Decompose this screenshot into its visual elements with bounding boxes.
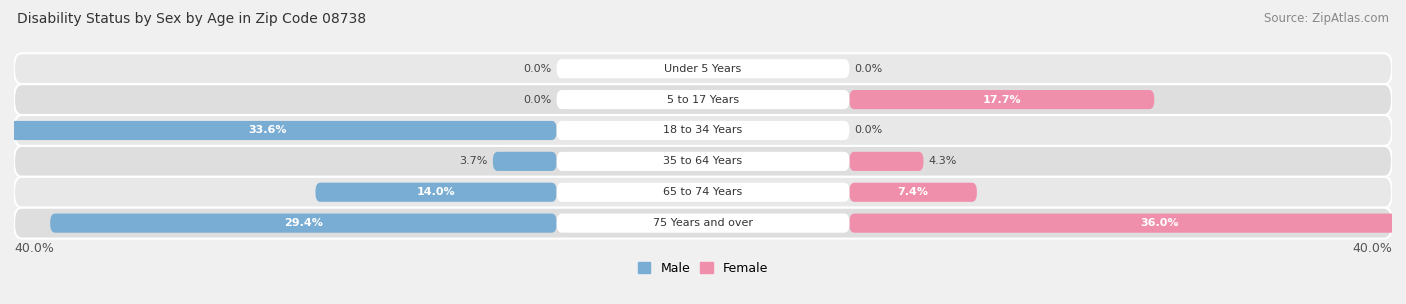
Text: 14.0%: 14.0% [416, 187, 456, 197]
Text: 40.0%: 40.0% [1353, 242, 1392, 255]
Text: 17.7%: 17.7% [983, 95, 1021, 105]
FancyBboxPatch shape [315, 183, 557, 202]
FancyBboxPatch shape [14, 208, 1392, 239]
FancyBboxPatch shape [849, 90, 1154, 109]
FancyBboxPatch shape [494, 152, 557, 171]
Text: 0.0%: 0.0% [855, 64, 883, 74]
FancyBboxPatch shape [14, 177, 1392, 208]
FancyBboxPatch shape [14, 146, 1392, 177]
FancyBboxPatch shape [557, 121, 849, 140]
FancyBboxPatch shape [557, 213, 849, 233]
FancyBboxPatch shape [0, 121, 557, 140]
Text: Disability Status by Sex by Age in Zip Code 08738: Disability Status by Sex by Age in Zip C… [17, 12, 366, 26]
Text: 33.6%: 33.6% [247, 126, 287, 136]
FancyBboxPatch shape [849, 183, 977, 202]
Text: 3.7%: 3.7% [460, 156, 488, 166]
Text: 36.0%: 36.0% [1140, 218, 1178, 228]
FancyBboxPatch shape [849, 152, 924, 171]
FancyBboxPatch shape [14, 84, 1392, 115]
Text: 75 Years and over: 75 Years and over [652, 218, 754, 228]
Text: 40.0%: 40.0% [14, 242, 53, 255]
Text: 29.4%: 29.4% [284, 218, 323, 228]
Text: 0.0%: 0.0% [523, 95, 551, 105]
FancyBboxPatch shape [14, 53, 1392, 84]
Text: Source: ZipAtlas.com: Source: ZipAtlas.com [1264, 12, 1389, 25]
Text: 35 to 64 Years: 35 to 64 Years [664, 156, 742, 166]
FancyBboxPatch shape [557, 152, 849, 171]
Text: 7.4%: 7.4% [897, 187, 928, 197]
Legend: Male, Female: Male, Female [633, 257, 773, 280]
Text: 5 to 17 Years: 5 to 17 Years [666, 95, 740, 105]
Text: 0.0%: 0.0% [855, 126, 883, 136]
FancyBboxPatch shape [557, 183, 849, 202]
Text: 65 to 74 Years: 65 to 74 Years [664, 187, 742, 197]
FancyBboxPatch shape [557, 90, 849, 109]
FancyBboxPatch shape [557, 59, 849, 78]
Text: Under 5 Years: Under 5 Years [665, 64, 741, 74]
Text: 0.0%: 0.0% [523, 64, 551, 74]
Text: 4.3%: 4.3% [928, 156, 957, 166]
FancyBboxPatch shape [849, 213, 1406, 233]
Text: 18 to 34 Years: 18 to 34 Years [664, 126, 742, 136]
FancyBboxPatch shape [14, 115, 1392, 146]
FancyBboxPatch shape [51, 213, 557, 233]
